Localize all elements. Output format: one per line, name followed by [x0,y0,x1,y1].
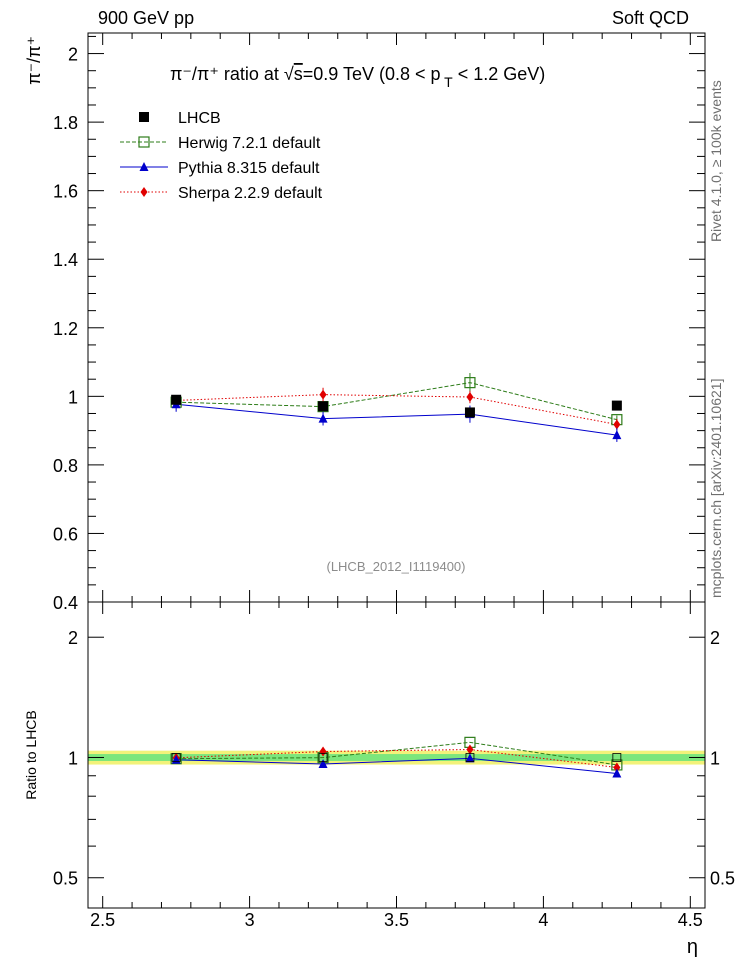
analysis-watermark: (LHCB_2012_I1119400) [326,559,465,574]
x-tick-label: 3 [245,910,255,930]
sherpa-point [466,392,474,403]
ratio-series-group [170,736,623,778]
sherpa-ratio-point [319,746,327,757]
lhcb-point [318,401,329,412]
y-tick-label-ratio-right: 1 [710,748,720,768]
lhcb-point [171,394,182,405]
sherpa-point [613,419,621,430]
herwig-point [464,377,476,389]
legend-label-lhcb: LHCB [178,110,221,127]
y-tick-label-main: 1 [68,387,78,407]
y-tick-label-main: 0.6 [53,524,78,544]
legend-label-herwig: Herwig 7.2.1 default [178,135,321,152]
pythia-ratio-line [176,757,617,774]
y-axis-label-ratio: Ratio to LHCB [23,710,39,799]
y-tick-label-ratio-left: 1 [68,748,78,768]
lhcb-ratio-point [465,753,475,762]
y-axis-label-main: π⁻/π⁺ [24,36,44,85]
y-tick-label-ratio-right: 0.5 [710,869,735,889]
legend-label-sherpa: Sherpa 2.2.9 default [178,185,323,202]
y-tick-label-ratio-right: 2 [710,628,720,648]
pythia-ratio-point [612,768,622,778]
lhcb-ratio-point [612,753,622,762]
main-series-group [170,373,623,442]
legend-marker-sherpa [140,187,148,197]
legend-label-pythia: Pythia 8.315 default [178,160,320,177]
y-tick-label-main: 0.8 [53,456,78,476]
y-tick-label-main: 0.4 [53,593,78,613]
herwig-line [176,382,617,421]
y-tick-label-main: 1.2 [53,319,78,339]
y-tick-label-ratio-left: 0.5 [53,869,78,889]
sherpa-ratio-line [176,749,617,768]
y-tick-label-main: 1.4 [53,250,78,270]
sherpa-line [176,394,617,425]
header-right: Soft QCD [611,8,689,28]
sherpa-ratio-point [613,762,621,773]
x-tick-label: 4.5 [678,910,703,930]
legend-marker-pythia [139,162,149,171]
x-axis-label: η [687,936,698,958]
pythia-point [318,413,328,423]
pythia-ratio-point [465,753,475,763]
legend-marker-herwig [138,136,150,148]
y-tick-label-main: 1.8 [53,113,78,133]
y-tick-label-main: 1.6 [53,182,78,202]
lhcb-ratio-point [171,753,181,762]
pythia-ratio-point [318,759,328,769]
pythia-line [176,403,617,436]
x-tick-label: 3.5 [384,910,409,930]
y-tick-label-ratio-left: 2 [68,628,78,648]
y-tick-label-main: 2 [68,45,78,65]
lhcb-point [611,400,622,411]
lhcb-ratio-point [318,753,328,762]
sherpa-point [319,389,327,400]
pythia-point [612,430,622,440]
herwig-ratio-line [176,741,617,766]
x-tick-label: 4 [538,910,548,930]
sherpa-ratio-point [466,744,474,755]
ratio-band-inner [88,754,705,761]
x-tick-label: 2.5 [90,910,115,930]
lhcb-point [464,407,475,418]
chart-title: π⁻/π⁺ ratio at √s=0.9 TeV (0.8 < p T < 1… [170,64,545,90]
legend-marker-lhcb [139,112,149,122]
header-left: 900 GeV pp [98,8,195,28]
